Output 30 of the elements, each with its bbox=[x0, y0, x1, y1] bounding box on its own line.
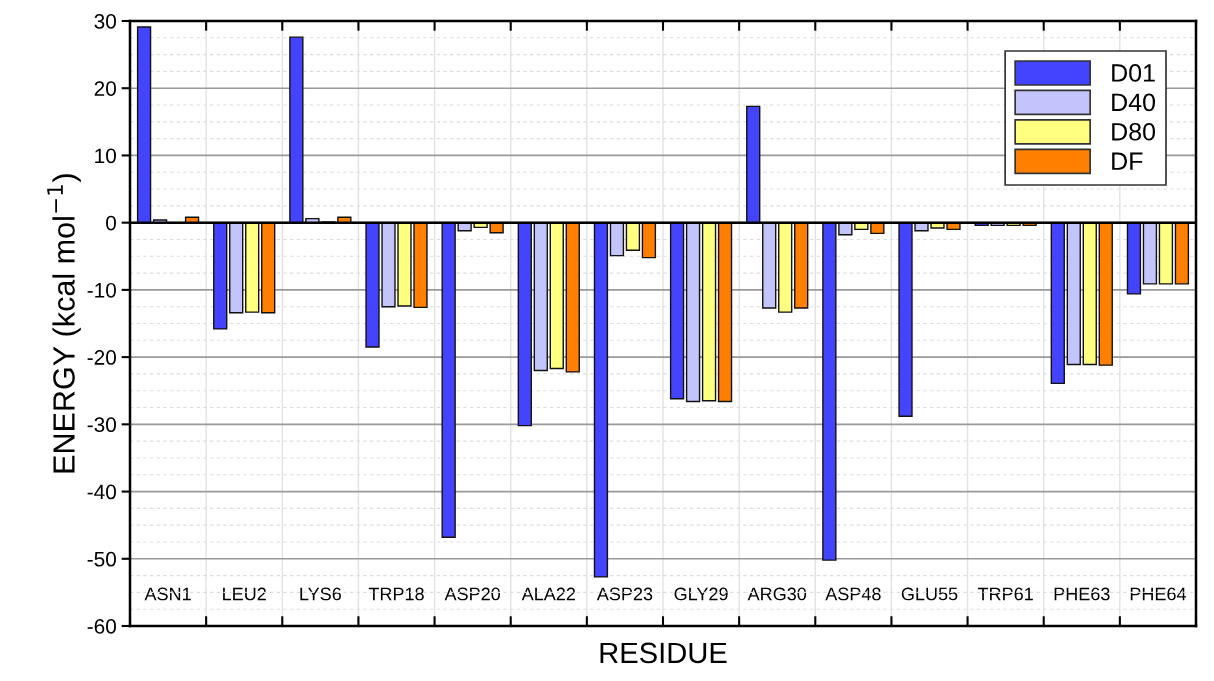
x-tick-label: ALA22 bbox=[521, 587, 575, 601]
x-tick-label: PHE64 bbox=[1130, 587, 1186, 601]
x-tick-label: ASP20 bbox=[444, 587, 501, 601]
x-tick-label: GLY29 bbox=[674, 587, 728, 601]
x-tick-label: PHE63 bbox=[1054, 587, 1110, 601]
legend-label: D80 bbox=[1112, 122, 1156, 141]
y-tick-label: -60 bbox=[87, 619, 116, 634]
y-tick-label: -20 bbox=[87, 350, 116, 365]
x-tick-label: LEU2 bbox=[223, 587, 266, 601]
x-tick-label: ARG30 bbox=[747, 587, 807, 601]
legend-label: D01 bbox=[1112, 64, 1155, 82]
x-tick-label: ASP48 bbox=[825, 587, 881, 601]
x-tick-label: ASP23 bbox=[596, 587, 653, 601]
x-tick-label: TRP18 bbox=[368, 587, 424, 601]
x-tick-label: LYS6 bbox=[300, 587, 341, 601]
legend-label: D40 bbox=[1112, 93, 1156, 112]
y-tick-label: 10 bbox=[95, 148, 116, 164]
y-tick-label: -50 bbox=[87, 551, 116, 567]
x-axis-title: RESIDUE bbox=[600, 642, 727, 664]
y-tick-label: -40 bbox=[87, 484, 116, 500]
y-tick-label: 0 bbox=[106, 215, 116, 231]
x-tick-label: TRP61 bbox=[977, 587, 1033, 601]
y-tick-label: -30 bbox=[87, 417, 116, 433]
y-axis-title: ENERGY (kcal mol$^{−1}$) bbox=[47, 174, 81, 473]
x-tick-label: ASN1 bbox=[144, 587, 191, 601]
y-tick-label: 20 bbox=[94, 81, 116, 96]
y-tick-label: -10 bbox=[87, 282, 116, 298]
legend-label: DF bbox=[1112, 152, 1143, 170]
y-tick-label: 30 bbox=[94, 14, 116, 29]
x-tick-label: GLU55 bbox=[901, 587, 958, 601]
